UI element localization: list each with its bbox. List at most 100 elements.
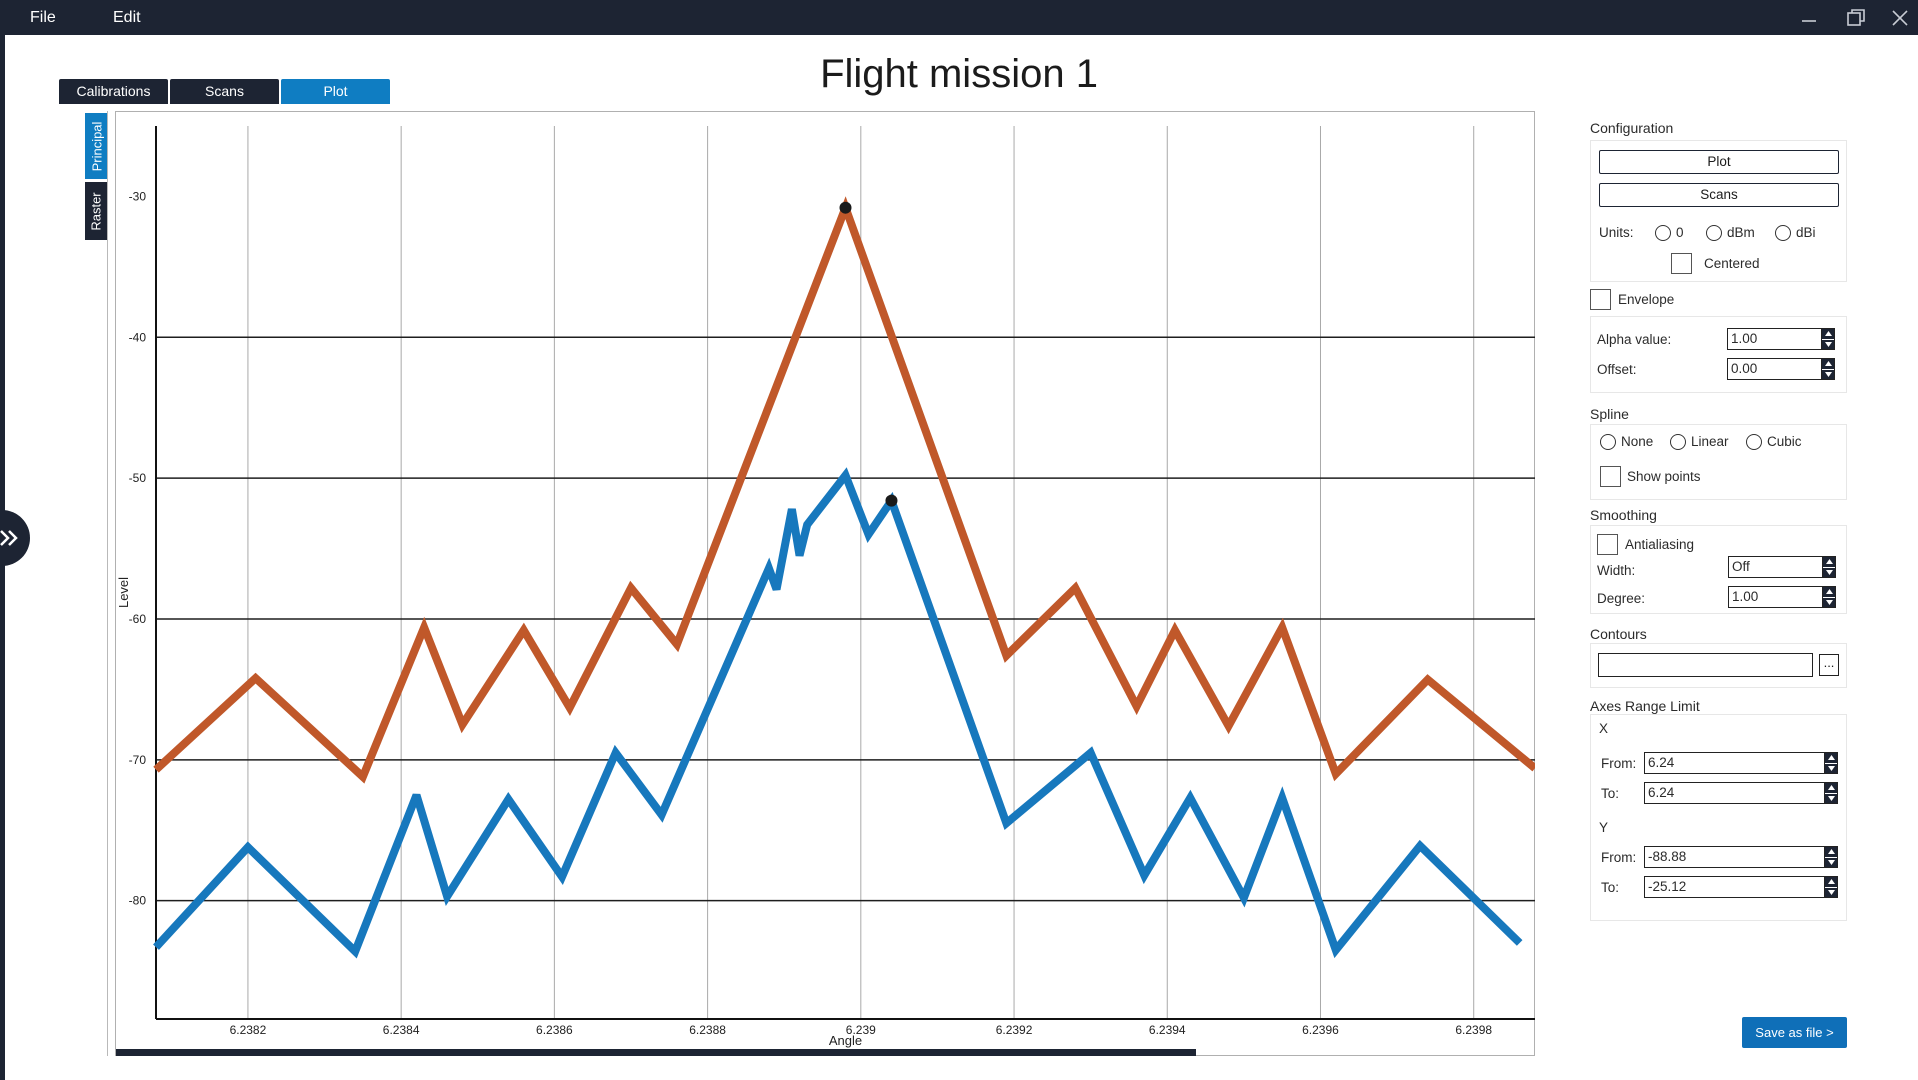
units-label: Units: xyxy=(1599,225,1634,240)
tab-scans[interactable]: Scans xyxy=(170,79,279,104)
show-points-checkbox[interactable] xyxy=(1600,466,1621,487)
units-option-0-label: 0 xyxy=(1676,225,1684,240)
spin-down-icon[interactable] xyxy=(1825,886,1837,897)
smoothing-title: Smoothing xyxy=(1590,507,1657,523)
contours-title: Contours xyxy=(1590,626,1647,642)
antialiasing-label: Antialiasing xyxy=(1625,537,1695,552)
y-tick-label: -70 xyxy=(129,753,147,767)
units-option-dbi-label: dBi xyxy=(1796,225,1816,240)
plot-config-button[interactable]: Plot xyxy=(1599,150,1839,174)
spin-up-icon[interactable] xyxy=(1822,329,1834,339)
degree-value: 1.00 xyxy=(1732,589,1759,604)
width-label: Width: xyxy=(1597,563,1636,578)
spin-up-icon[interactable] xyxy=(1825,753,1837,763)
units-radio-dbm[interactable] xyxy=(1706,225,1722,241)
side-tab-principal-label: Principal xyxy=(89,121,105,171)
show-points-label: Show points xyxy=(1627,469,1701,484)
units-option-dbm-label: dBm xyxy=(1727,225,1755,240)
x-from-value: 6.24 xyxy=(1648,755,1675,770)
width-spinbox[interactable]: Off xyxy=(1728,556,1836,578)
centered-label: Centered xyxy=(1704,256,1760,271)
side-tab-raster[interactable]: Raster xyxy=(85,182,108,240)
x-from-spinbox[interactable]: 6.24 xyxy=(1644,752,1838,774)
x-from-label: From: xyxy=(1601,756,1637,771)
plot-chart[interactable]: 6.2382 6.2384 6.2386 6.2388 6.239 6.2392 6.239… xyxy=(115,111,1535,1056)
spin-up-icon[interactable] xyxy=(1825,847,1837,857)
restore-icon[interactable] xyxy=(1836,0,1876,35)
x-tick-label: 6.2388 xyxy=(689,1023,726,1037)
spline-radio-none[interactable] xyxy=(1600,434,1616,450)
alpha-spinbox[interactable]: 1.00 xyxy=(1727,328,1835,350)
y-axis-label: Level xyxy=(116,577,131,608)
spline-group xyxy=(1590,424,1847,500)
y-from-spinbox[interactable]: -88.88 xyxy=(1644,846,1838,868)
side-tab-principal[interactable]: Principal xyxy=(85,113,108,179)
degree-spinbox[interactable]: 1.00 xyxy=(1728,586,1836,608)
axes-range-title: Axes Range Limit xyxy=(1590,698,1700,714)
x-to-label: To: xyxy=(1601,786,1620,801)
plot-left-rule xyxy=(107,111,108,1056)
spin-up-icon[interactable] xyxy=(1822,359,1834,369)
x-tick-label: 6.2394 xyxy=(1149,1023,1186,1037)
spin-down-icon[interactable] xyxy=(1823,596,1835,607)
envelope-checkbox[interactable] xyxy=(1590,289,1611,310)
alpha-label: Alpha value: xyxy=(1597,332,1672,347)
units-radio-0[interactable] xyxy=(1655,225,1671,241)
spin-up-icon[interactable] xyxy=(1825,877,1837,887)
spin-down-icon[interactable] xyxy=(1825,856,1837,867)
expand-sidebar-button[interactable] xyxy=(0,510,30,566)
tab-plot[interactable]: Plot xyxy=(281,79,390,104)
spline-radio-cubic[interactable] xyxy=(1746,434,1762,450)
menu-file[interactable]: File xyxy=(30,9,56,26)
y-tick-label: -40 xyxy=(129,330,147,344)
menu-edit[interactable]: Edit xyxy=(113,9,141,26)
x-tick-label: 6.2386 xyxy=(536,1023,573,1037)
spin-down-icon[interactable] xyxy=(1822,338,1834,349)
y-from-label: From: xyxy=(1601,850,1637,865)
spin-up-icon[interactable] xyxy=(1823,587,1835,597)
plot-horizontal-scrollbar[interactable] xyxy=(116,1049,1196,1056)
x-tick-label: 6.2398 xyxy=(1455,1023,1492,1037)
series-marker-1 xyxy=(885,494,898,507)
spline-radio-linear[interactable] xyxy=(1670,434,1686,450)
spin-down-icon[interactable] xyxy=(1822,368,1834,379)
antialiasing-checkbox[interactable] xyxy=(1597,534,1618,555)
y-tick-label: -80 xyxy=(129,894,147,908)
width-value: Off xyxy=(1732,559,1750,574)
configuration-title: Configuration xyxy=(1590,120,1674,136)
scans-config-button[interactable]: Scans xyxy=(1599,183,1839,207)
x-axis-label: X xyxy=(1599,721,1609,736)
x-tick-label: 6.2382 xyxy=(230,1023,267,1037)
x-tick-label: 6.2384 xyxy=(383,1023,420,1037)
spin-up-icon[interactable] xyxy=(1823,557,1835,567)
contours-input[interactable] xyxy=(1598,653,1813,677)
alpha-value: 1.00 xyxy=(1731,331,1758,346)
y-to-label: To: xyxy=(1601,880,1620,895)
save-as-file-button[interactable]: Save as file > xyxy=(1742,1017,1847,1048)
x-to-spinbox[interactable]: 6.24 xyxy=(1644,782,1838,804)
main-tabs: Calibrations Scans Plot xyxy=(59,79,390,104)
units-radio-dbi[interactable] xyxy=(1775,225,1791,241)
spline-none-label: None xyxy=(1621,434,1654,449)
y-tick-label: -60 xyxy=(129,612,147,626)
minimize-icon[interactable] xyxy=(1789,0,1829,35)
x-axis-label: Angle xyxy=(829,1033,862,1048)
y-axis-label: Y xyxy=(1599,820,1609,835)
series-marker-0 xyxy=(839,201,852,214)
spin-down-icon[interactable] xyxy=(1825,792,1837,803)
contours-browse-button[interactable]: ... xyxy=(1819,654,1839,676)
offset-label: Offset: xyxy=(1597,362,1637,377)
spline-title: Spline xyxy=(1590,406,1629,422)
offset-spinbox[interactable]: 0.00 xyxy=(1727,358,1835,380)
y-to-spinbox[interactable]: -25.12 xyxy=(1644,876,1838,898)
spin-up-icon[interactable] xyxy=(1825,783,1837,793)
tab-calibrations[interactable]: Calibrations xyxy=(59,79,168,104)
centered-checkbox[interactable] xyxy=(1671,253,1692,274)
spin-down-icon[interactable] xyxy=(1823,566,1835,577)
side-tab-raster-label: Raster xyxy=(89,191,105,231)
double-chevron-right-icon xyxy=(0,530,18,546)
x-to-value: 6.24 xyxy=(1648,785,1675,800)
spin-down-icon[interactable] xyxy=(1825,762,1837,773)
series-line-1 xyxy=(153,467,1523,959)
close-icon[interactable] xyxy=(1880,0,1918,35)
